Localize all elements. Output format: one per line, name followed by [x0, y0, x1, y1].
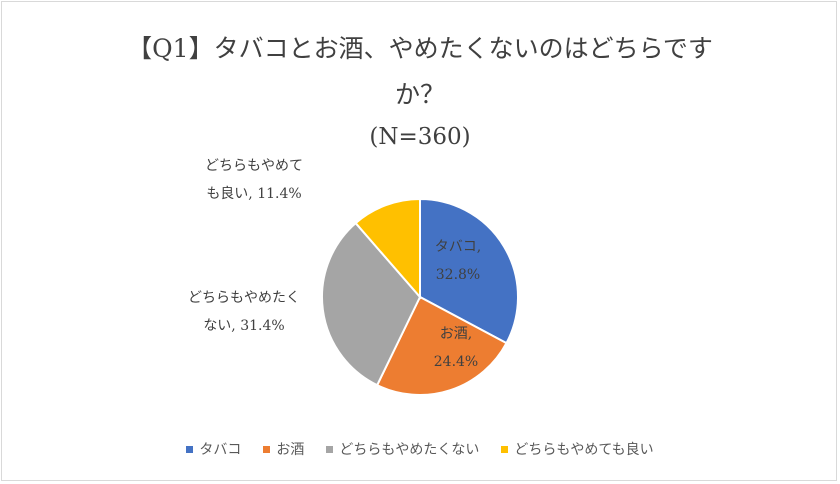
data-label-alcohol: お酒, 24.4% [434, 326, 478, 370]
chart-title-continued: か？ [394, 80, 445, 109]
legend-item-neither-quit: どちらもやめたくない [326, 439, 479, 459]
pie-slice-alcohol [375, 295, 508, 396]
data-label-neither-quit: どちらもやめたくない, 31.4% [188, 290, 300, 334]
legend: タバコ お酒 どちらもやめたくない どちらもやめても良い [0, 439, 840, 459]
chart-subtitle: (N=360) [369, 124, 471, 150]
chart-title: 【Q1】タバコとお酒、やめたくないのはどちらです [127, 34, 713, 63]
pie-slice-neither-quit [321, 221, 422, 387]
legend-item-alcohol: お酒 [263, 439, 304, 459]
data-label-both-quit: どちらもやめても良い, 11.4% [205, 158, 303, 202]
legend-item-both-quit: どちらもやめても良い [501, 439, 654, 459]
data-label-tobacco: タバコ, 32.8% [435, 239, 481, 283]
legend-label: どちらもやめても良い [514, 442, 654, 458]
legend-label: タバコ [199, 442, 242, 458]
legend-swatch [186, 445, 194, 453]
legend-swatch [263, 445, 271, 453]
legend-label: どちらもやめたくない [339, 442, 480, 458]
legend-swatch [326, 445, 334, 453]
legend-label: お酒 [276, 442, 305, 458]
legend-swatch [501, 445, 509, 453]
pie-slice-both-quit [354, 197, 421, 300]
pie-slice-tobacco [419, 197, 519, 345]
legend-item-tobacco: タバコ [186, 439, 241, 459]
